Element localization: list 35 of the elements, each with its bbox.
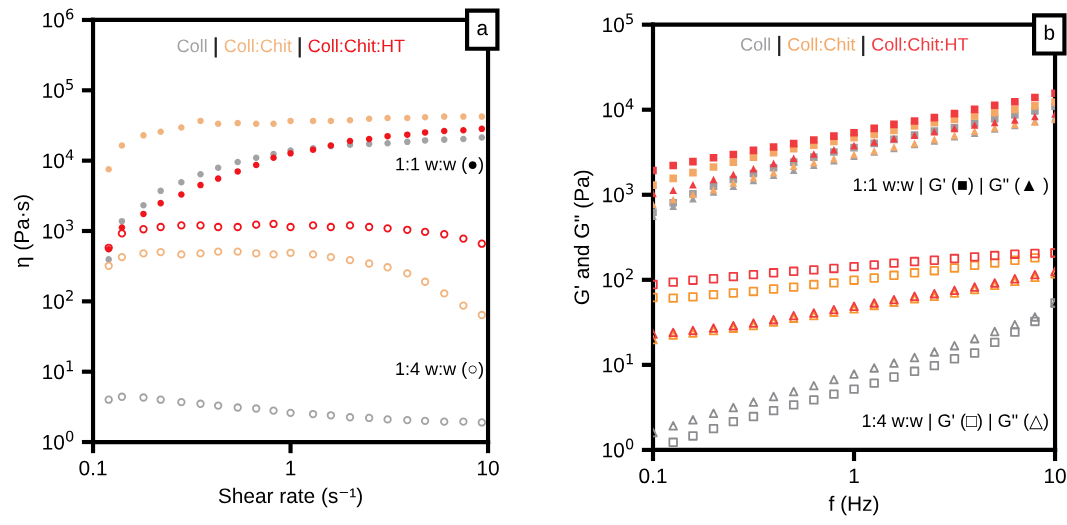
annotation: 1:1 w:w (●) (396, 157, 483, 174)
x-tick-label: 10 (1045, 468, 1066, 484)
x-tick-label: 10 (478, 460, 499, 476)
annotation: b (1044, 24, 1055, 40)
y-tick-label: 10$^{2}$ (43, 289, 73, 309)
y-tick-label: 10$^{0}$ (43, 430, 74, 450)
x-axis-title: Shear rate (s⁻¹) (218, 487, 362, 508)
text: Coll:Chit (224, 38, 292, 53)
x-axis-title: f (Hz) (828, 495, 879, 516)
text: Coll:Chit:HT (308, 38, 405, 53)
y-tick-label: 10$^{5}$ (43, 79, 74, 98)
x-tick-label: 1 (849, 468, 859, 484)
x-tick-label: 0.1 (639, 468, 667, 484)
annotation: 1:1 w:w | G' (■) | G" (▲ ) (853, 177, 1048, 195)
y-tick-label: 10$^{4}$ (603, 98, 634, 118)
y-axis-title: G' and G'' (Pa) (573, 170, 594, 305)
y-axis-title: η (Pa·s) (13, 195, 34, 267)
y-tick-label: 10$^{5}$ (603, 13, 633, 33)
y-tick-label: 10$^{3}$ (603, 183, 634, 203)
y-tick-label: 10$^{3}$ (43, 219, 74, 239)
y-tick-label: 10$^{1}$ (43, 360, 73, 380)
x-tick-label: 0.1 (79, 460, 107, 476)
y-tick-label: 10$^{2}$ (603, 268, 633, 288)
text: Coll (741, 37, 770, 51)
annotation: a (477, 23, 489, 36)
text: Coll:Chit:HT (872, 37, 969, 51)
annotation: 1:4 w:w | G' (□) | G" (△) (862, 413, 1048, 431)
text: Coll (177, 38, 207, 53)
y-tick-label: 10$^{1}$ (603, 353, 633, 373)
y-tick-label: 10$^{4}$ (43, 149, 74, 169)
y-tick-label: 10$^{6}$ (43, 8, 74, 28)
text: Coll:Chit (788, 37, 856, 51)
annotation: 1:4 w:w (○) (396, 361, 483, 379)
x-tick-label: 1 (286, 460, 296, 476)
y-tick-label: 10$^{0}$ (603, 438, 634, 458)
